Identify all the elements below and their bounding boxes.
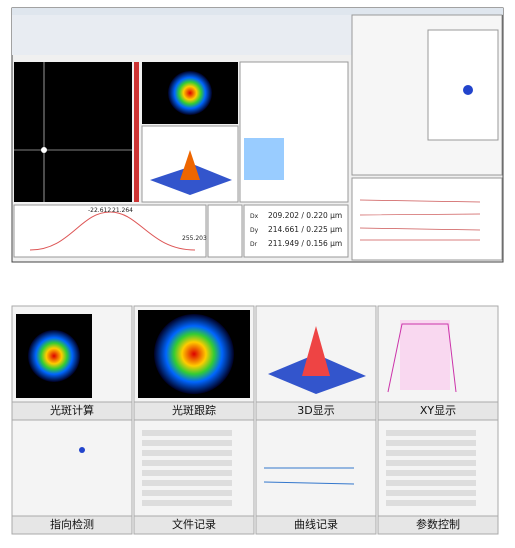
thumb-spot — [28, 330, 80, 382]
profile-peak: 255.203 — [182, 235, 207, 242]
thumbnail-label: 曲线记录 — [294, 517, 338, 531]
readout-label: Dx — [250, 213, 259, 220]
form-row — [386, 450, 476, 456]
thumbnail-label: 参数控制 — [416, 517, 460, 531]
label-bar — [133, 515, 255, 535]
form-row — [386, 500, 476, 506]
colorbar — [134, 62, 139, 202]
curves — [359, 199, 481, 241]
highlight — [244, 138, 284, 180]
thumbnail — [11, 419, 133, 517]
thumb-scatter — [79, 447, 85, 453]
profile-plot — [13, 204, 207, 258]
curve-panel — [351, 177, 503, 261]
legend-panel — [207, 204, 243, 258]
form-row — [142, 480, 232, 486]
3d-peak — [180, 150, 200, 180]
thumb-peak — [302, 326, 330, 376]
profile-marker: 21.264 — [112, 207, 133, 214]
thumbnail-label: 指向检测 — [50, 517, 94, 531]
form-row — [142, 450, 232, 456]
form-row — [386, 460, 476, 466]
thumb-spot — [154, 314, 234, 394]
thumbnail-label: XY显示 — [420, 404, 456, 417]
label-bar — [255, 515, 377, 535]
results-table — [239, 61, 349, 203]
form-row — [142, 460, 232, 466]
readout-value: 211.949 / 0.156 µm — [268, 239, 342, 248]
form-row — [142, 500, 232, 506]
readout-label: Dr — [250, 241, 258, 248]
readout-label: Dy — [250, 227, 259, 234]
form-row — [142, 470, 232, 476]
main-window: -22.612 21.264 255.203 — [11, 7, 504, 263]
title-bar — [12, 8, 503, 15]
beam-view — [14, 62, 132, 202]
scatter-view — [427, 29, 499, 141]
thumb-curve — [387, 323, 457, 393]
toolbar — [12, 15, 352, 55]
readout-value: 214.661 / 0.225 µm — [268, 225, 342, 234]
form-row — [386, 480, 476, 486]
form-row — [386, 430, 476, 436]
form-row — [142, 440, 232, 446]
thumbnail-label: 3D显示 — [297, 404, 334, 417]
form-row — [386, 470, 476, 476]
label-bar — [11, 515, 133, 535]
form-row — [142, 490, 232, 496]
thumbnail-label: 光斑计算 — [50, 403, 94, 417]
profile-marker: -22.612 — [88, 207, 111, 214]
thumbnail-label: 文件记录 — [172, 517, 216, 531]
profile-curve — [29, 211, 196, 251]
thumbnail-label: 光斑跟踪 — [172, 403, 216, 417]
label-bar — [377, 515, 499, 535]
scatter-cluster — [463, 85, 473, 95]
form-row — [386, 440, 476, 446]
thumb-plot — [400, 320, 450, 390]
readout-panel — [243, 204, 349, 258]
form-row — [142, 430, 232, 436]
thumb-curve — [263, 467, 355, 485]
readout-value: 209.202 / 0.220 µm — [268, 211, 342, 220]
form-row — [386, 490, 476, 496]
spot — [168, 71, 212, 115]
